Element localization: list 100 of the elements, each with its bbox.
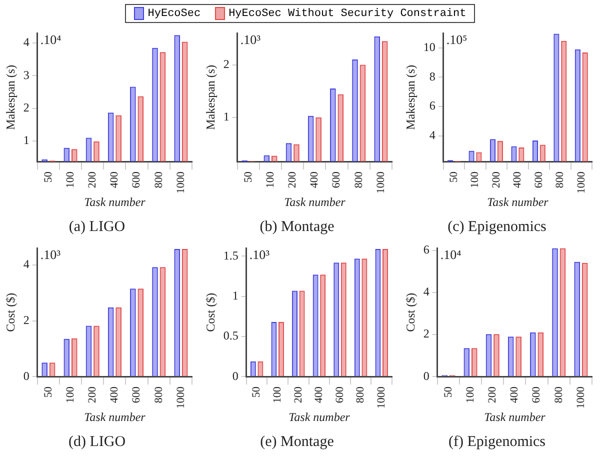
annotation: .10³ bbox=[240, 32, 261, 48]
x-tick-label: 200 bbox=[486, 386, 499, 404]
legend-label: HyEcoSec bbox=[148, 8, 201, 20]
bar bbox=[299, 290, 305, 376]
y-tick-label: 2 bbox=[23, 100, 30, 114]
x-tick-label: 200 bbox=[490, 171, 502, 188]
x-tick-label: 600 bbox=[532, 171, 545, 188]
text: (c) Epigenomics bbox=[448, 218, 547, 235]
x-axis-title: Task number bbox=[284, 194, 346, 209]
x-tick-label: 800 bbox=[152, 386, 165, 404]
x-tick-label: 50 bbox=[242, 171, 254, 183]
y-tick-label: 4 bbox=[423, 284, 430, 299]
x-tick-label: 600 bbox=[330, 171, 343, 188]
y-tick-label: 0 bbox=[423, 368, 430, 383]
x-axis-title: Task number bbox=[484, 410, 546, 424]
annotation: .10³ bbox=[249, 247, 270, 262]
x-axis-title: Task number bbox=[84, 410, 146, 424]
x-tick-label: 800 bbox=[552, 386, 565, 404]
x-tick-label: 200 bbox=[292, 386, 304, 404]
x-tick-label: 400 bbox=[308, 171, 321, 188]
x-tick-label: 800 bbox=[354, 386, 367, 404]
y-tick-label: 10 bbox=[423, 40, 436, 54]
x-tick-label: 800 bbox=[152, 171, 165, 188]
bar bbox=[138, 288, 144, 376]
bar bbox=[560, 248, 566, 376]
x-tick-label: 400 bbox=[108, 171, 121, 188]
legend-label: HyEcoSec Without Security Constraint bbox=[228, 8, 466, 20]
bar bbox=[94, 326, 100, 376]
x-tick-label: 100 bbox=[264, 171, 276, 188]
x-tick-label: 100 bbox=[271, 386, 284, 404]
x-tick-label: 100 bbox=[64, 171, 76, 188]
text: (b) Montage bbox=[260, 218, 335, 235]
x-tick-label: 100 bbox=[64, 386, 76, 404]
bar bbox=[292, 290, 298, 376]
y-tick-label: 4 bbox=[429, 128, 436, 142]
y-tick-label: 4 bbox=[23, 257, 30, 272]
bar bbox=[312, 274, 318, 376]
bar bbox=[375, 249, 381, 376]
x-tick-label: 100 bbox=[464, 386, 476, 404]
bar bbox=[42, 362, 48, 376]
y-axis-title: Makespan (s) bbox=[203, 64, 218, 130]
y-tick-label: 0 bbox=[23, 368, 30, 383]
x-tick-label: 200 bbox=[86, 171, 99, 188]
bar bbox=[271, 322, 277, 376]
y-tick-label: 1 bbox=[23, 133, 30, 148]
bar bbox=[486, 334, 492, 376]
annotation: .10⁴ bbox=[440, 247, 462, 262]
bar bbox=[508, 336, 514, 376]
bar bbox=[530, 332, 536, 376]
x-tick-label: 600 bbox=[130, 386, 143, 404]
y-tick-label: 1 bbox=[232, 288, 238, 303]
x-axis-title: Task number bbox=[84, 194, 146, 209]
y-axis-title: Cost ($) bbox=[3, 292, 18, 332]
annotation: .10⁴ bbox=[40, 32, 62, 48]
bar bbox=[152, 267, 158, 376]
bar bbox=[250, 361, 256, 376]
x-tick-label: 1000 bbox=[574, 386, 587, 409]
bar bbox=[494, 334, 500, 376]
bar bbox=[64, 338, 70, 376]
bar bbox=[574, 262, 580, 376]
bar bbox=[464, 348, 470, 376]
x-tick-label: 800 bbox=[554, 171, 566, 188]
text: (f) Epigenomics bbox=[448, 434, 546, 450]
x-tick-label: 1000 bbox=[375, 386, 388, 409]
bar bbox=[582, 262, 588, 376]
x-tick-label: 400 bbox=[313, 386, 326, 404]
bar bbox=[471, 348, 478, 376]
y-axis-title: Makespan (s) bbox=[3, 64, 18, 130]
bar bbox=[552, 248, 558, 376]
x-axis-title: Task number bbox=[288, 410, 350, 424]
y-tick-label: 6 bbox=[429, 98, 436, 113]
bar bbox=[71, 338, 78, 376]
x-tick-label: 1000 bbox=[174, 171, 187, 194]
bar bbox=[86, 326, 92, 376]
bar bbox=[182, 249, 188, 376]
bar bbox=[354, 258, 360, 376]
y-tick-label: 8 bbox=[429, 69, 436, 84]
x-axis-title: Task number bbox=[487, 194, 549, 209]
bar bbox=[160, 267, 166, 376]
bar bbox=[116, 307, 122, 376]
x-tick-label: 100 bbox=[469, 171, 482, 188]
y-tick-label: 6 bbox=[423, 242, 430, 256]
x-tick-label: 200 bbox=[286, 171, 299, 188]
x-tick-label: 50 bbox=[42, 171, 54, 183]
x-tick-label: 800 bbox=[352, 171, 365, 188]
bar bbox=[516, 336, 522, 376]
y-axis-title: Makespan (s) bbox=[403, 64, 418, 130]
x-tick-label: 600 bbox=[130, 171, 143, 188]
y-tick-label: 1 bbox=[223, 110, 230, 124]
y-axis-title: Cost ($) bbox=[403, 292, 418, 332]
bar bbox=[334, 262, 340, 376]
x-tick-label: 50 bbox=[448, 171, 460, 183]
bar bbox=[49, 362, 56, 376]
bar bbox=[382, 249, 388, 376]
y-axis-title: Cost ($) bbox=[203, 292, 218, 332]
bar bbox=[320, 274, 326, 376]
x-tick-label: 1000 bbox=[174, 386, 187, 409]
x-tick-label: 50 bbox=[250, 386, 263, 398]
text: (d) LIGO bbox=[68, 434, 126, 450]
x-tick-label: 400 bbox=[512, 171, 524, 188]
